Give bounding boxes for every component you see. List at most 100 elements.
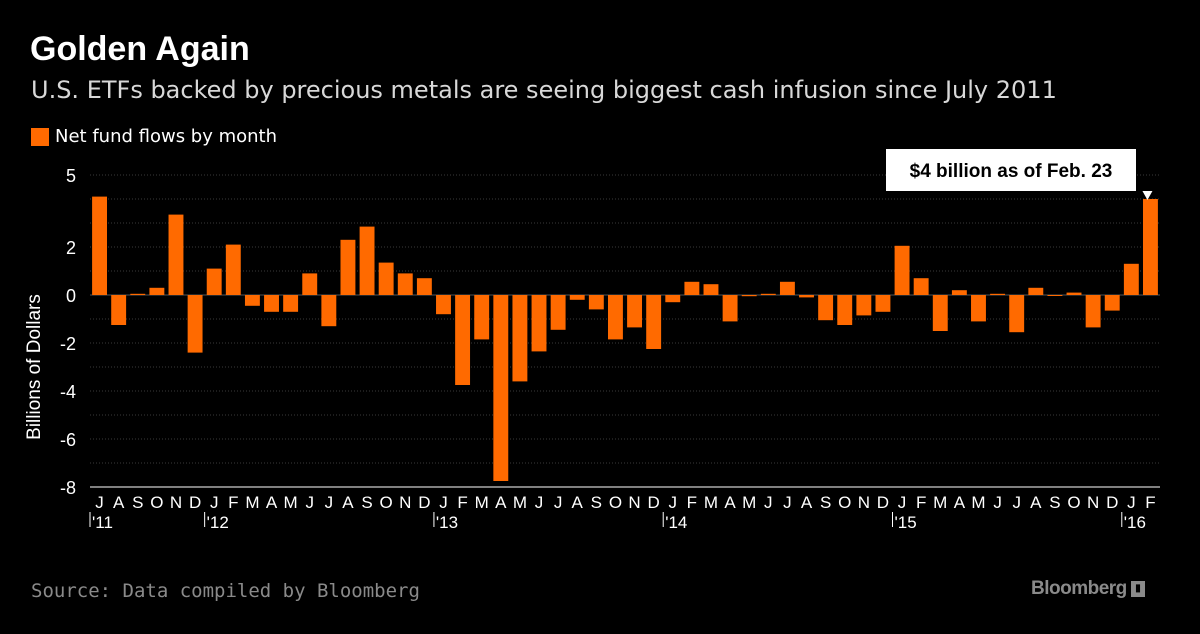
bar bbox=[894, 245, 910, 295]
x-tick-label: N bbox=[628, 493, 640, 512]
bar bbox=[1104, 295, 1120, 311]
bar bbox=[703, 284, 719, 295]
x-tick-label: O bbox=[380, 493, 393, 512]
x-tick-label: D bbox=[877, 493, 889, 512]
x-tick-label: A bbox=[342, 493, 354, 512]
bar bbox=[856, 295, 872, 316]
x-tick-label: S bbox=[820, 493, 831, 512]
bar bbox=[875, 295, 891, 312]
bar bbox=[932, 295, 948, 331]
x-tick-label: A bbox=[266, 493, 278, 512]
annotation-text: $4 billion as of Feb. 23 bbox=[910, 161, 1113, 182]
x-tick-label: J bbox=[993, 493, 1002, 512]
x-tick-label: S bbox=[591, 493, 602, 512]
x-tick-label: F bbox=[687, 493, 697, 512]
x-tick-label: M bbox=[971, 493, 985, 512]
bar bbox=[397, 273, 413, 295]
x-tick-label: N bbox=[1087, 493, 1099, 512]
brand-logo: Bloomberg ▮ bbox=[1031, 578, 1145, 600]
bar bbox=[760, 293, 776, 295]
x-tick-label: D bbox=[189, 493, 201, 512]
x-tick-label: N bbox=[399, 493, 411, 512]
x-tick-label: J bbox=[210, 493, 219, 512]
x-tick-label: J bbox=[764, 493, 773, 512]
bar bbox=[588, 295, 604, 310]
x-tick-label: M bbox=[245, 493, 259, 512]
bar bbox=[302, 273, 318, 295]
x-tick-label: J bbox=[898, 493, 907, 512]
x-tick-label: S bbox=[1049, 493, 1060, 512]
bar bbox=[913, 278, 929, 295]
bar bbox=[493, 295, 509, 481]
x-tick-label: O bbox=[838, 493, 851, 512]
x-tick-label: M bbox=[513, 493, 527, 512]
x-tick-label: O bbox=[150, 493, 163, 512]
y-tick-label: -4 bbox=[60, 382, 76, 402]
bar bbox=[971, 295, 986, 322]
legend: Net fund flows by month bbox=[31, 126, 277, 147]
bar bbox=[684, 281, 700, 295]
x-tick-label: J bbox=[1012, 493, 1021, 512]
year-label: '16 bbox=[1124, 513, 1146, 532]
x-tick-label: A bbox=[954, 493, 966, 512]
x-tick-label: O bbox=[609, 493, 622, 512]
x-tick-label: J bbox=[783, 493, 792, 512]
bar bbox=[569, 295, 585, 300]
year-label: '15 bbox=[895, 513, 917, 532]
annotation-box bbox=[886, 149, 1136, 191]
x-tick-label: S bbox=[132, 493, 143, 512]
year-label: '12 bbox=[207, 513, 229, 532]
y-tick-label: 0 bbox=[66, 286, 76, 306]
x-tick-label: D bbox=[648, 493, 660, 512]
bar bbox=[283, 295, 299, 312]
x-tick-label: F bbox=[457, 493, 467, 512]
y-tick-label: -2 bbox=[60, 334, 76, 354]
bar bbox=[378, 262, 394, 295]
x-tick-label: M bbox=[704, 493, 718, 512]
x-tick-label: A bbox=[572, 493, 584, 512]
x-tick-label: A bbox=[801, 493, 813, 512]
legend-label: Net fund flows by month bbox=[55, 126, 278, 147]
bar bbox=[722, 295, 738, 322]
bar bbox=[741, 295, 757, 297]
x-tick-label: A bbox=[724, 493, 736, 512]
x-tick-label: J bbox=[439, 493, 448, 512]
bar bbox=[550, 295, 566, 330]
bar bbox=[1142, 199, 1158, 295]
year-label: '11 bbox=[92, 513, 113, 532]
x-tick-label: A bbox=[1030, 493, 1042, 512]
y-tick-label: 5 bbox=[66, 166, 76, 186]
x-tick-label: D bbox=[418, 493, 430, 512]
x-tick-label: N bbox=[858, 493, 870, 512]
bar bbox=[779, 281, 795, 295]
terminal-icon: ▮ bbox=[1130, 581, 1145, 597]
bar bbox=[321, 295, 337, 327]
bar bbox=[646, 295, 662, 349]
x-tick-label: F bbox=[1145, 493, 1155, 512]
bar bbox=[264, 295, 279, 312]
x-tick-label: O bbox=[1067, 493, 1080, 512]
bar bbox=[1028, 287, 1044, 295]
bar bbox=[665, 295, 681, 303]
x-tick-label: J bbox=[1127, 493, 1136, 512]
bar bbox=[1047, 295, 1063, 296]
x-tick-label: M bbox=[742, 493, 756, 512]
x-tick-label: M bbox=[933, 493, 947, 512]
y-tick-label: 2 bbox=[66, 238, 76, 258]
bar bbox=[436, 295, 451, 315]
x-tick-label: F bbox=[916, 493, 926, 512]
y-axis-label: Billions of Dollars bbox=[24, 294, 45, 440]
year-label: '13 bbox=[436, 513, 458, 532]
bar bbox=[531, 295, 547, 352]
x-tick-label: A bbox=[113, 493, 125, 512]
x-tick-label: J bbox=[305, 493, 314, 512]
bar bbox=[1123, 263, 1139, 295]
x-tick-label: M bbox=[475, 493, 489, 512]
chart-subtitle: U.S. ETFs backed by precious metals are … bbox=[31, 76, 1057, 104]
year-label: '14 bbox=[665, 513, 687, 532]
bar bbox=[818, 295, 834, 321]
bar bbox=[187, 295, 203, 353]
y-tick-label: -8 bbox=[60, 478, 76, 498]
bar bbox=[474, 295, 490, 340]
